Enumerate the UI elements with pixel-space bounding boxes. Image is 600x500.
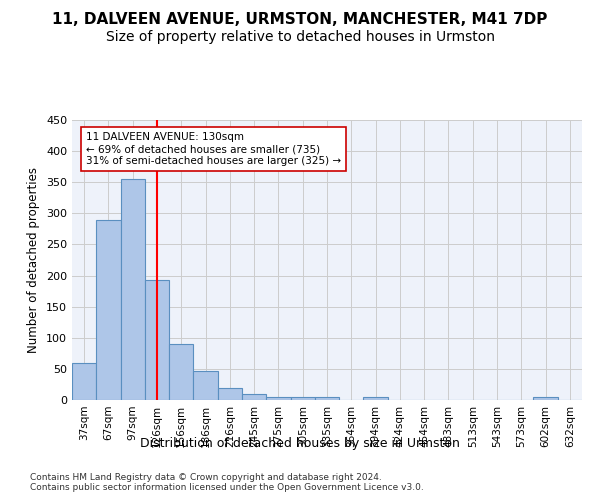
Bar	[290, 397, 315, 400]
Text: Contains HM Land Registry data © Crown copyright and database right 2024.
Contai: Contains HM Land Registry data © Crown c…	[30, 472, 424, 492]
Bar	[96, 220, 121, 400]
Bar	[315, 397, 339, 400]
Text: 11, DALVEEN AVENUE, URMSTON, MANCHESTER, M41 7DP: 11, DALVEEN AVENUE, URMSTON, MANCHESTER,…	[52, 12, 548, 28]
Text: 11 DALVEEN AVENUE: 130sqm
← 69% of detached houses are smaller (735)
31% of semi: 11 DALVEEN AVENUE: 130sqm ← 69% of detac…	[86, 132, 341, 166]
Bar	[193, 372, 218, 400]
Y-axis label: Number of detached properties: Number of detached properties	[28, 167, 40, 353]
Text: Size of property relative to detached houses in Urmston: Size of property relative to detached ho…	[106, 30, 494, 44]
Bar	[533, 397, 558, 400]
Bar	[145, 280, 169, 400]
Text: Distribution of detached houses by size in Urmston: Distribution of detached houses by size …	[140, 438, 460, 450]
Bar	[218, 388, 242, 400]
Bar	[364, 397, 388, 400]
Bar	[242, 394, 266, 400]
Bar	[169, 344, 193, 400]
Bar	[121, 179, 145, 400]
Bar	[72, 362, 96, 400]
Bar	[266, 397, 290, 400]
